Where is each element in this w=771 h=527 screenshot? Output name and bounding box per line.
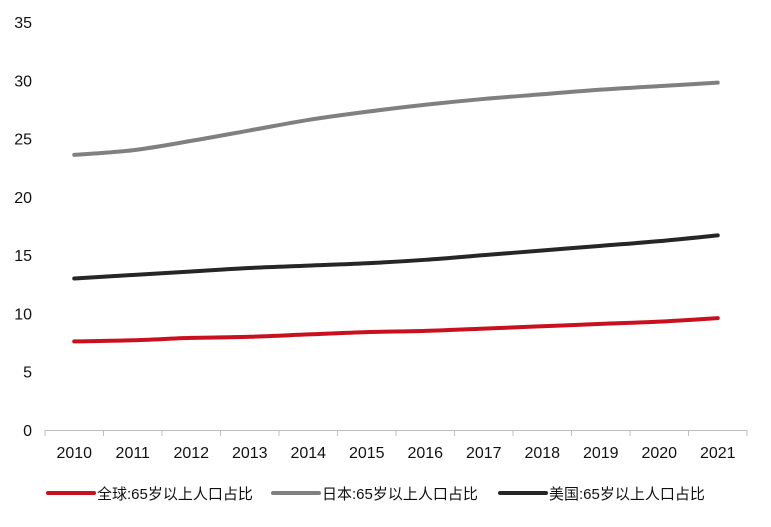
x-axis: 2010 2011 2012 2013 2014 2015 2016 2017 2018 2019… <box>44 430 748 462</box>
x-tick-label: 2017 <box>466 445 502 462</box>
x-tick-label: 2020 <box>641 445 677 462</box>
series-lines <box>72 80 720 344</box>
x-tick-label: 2010 <box>56 445 92 462</box>
legend-label: 美国:65岁以上人口占比 <box>549 486 705 503</box>
y-tick-label: 35 <box>14 15 32 32</box>
series-line-1 <box>72 80 720 157</box>
y-tick-label: 5 <box>23 365 32 382</box>
y-tick-label: 20 <box>14 190 32 207</box>
x-tick-label: 2018 <box>524 445 560 462</box>
x-tick-label: 2014 <box>290 445 326 462</box>
x-tick-label: 2013 <box>232 445 268 462</box>
x-tick-label: 2012 <box>173 445 209 462</box>
y-tick-label: 30 <box>14 73 32 90</box>
y-tick-label: 10 <box>14 306 32 323</box>
y-tick-label: 25 <box>14 132 32 149</box>
legend-label: 全球:65岁以上人口占比 <box>97 485 253 503</box>
y-tick-label: 15 <box>14 248 32 265</box>
x-tick-label: 2021 <box>700 445 736 462</box>
legend: 全球:65岁以上人口占比 日本:65岁以上人口占比 美国:65岁以上人口占比 <box>46 485 705 503</box>
x-tick-label: 2015 <box>349 445 385 462</box>
series-line-0 <box>72 316 720 344</box>
x-tick-label: 2019 <box>583 445 619 462</box>
y-axis-ticks: 0 5 10 15 20 25 30 35 <box>14 15 32 440</box>
y-tick-label: 0 <box>23 423 32 440</box>
legend-label: 日本:65岁以上人口占比 <box>322 486 478 503</box>
series-line-2 <box>72 233 720 281</box>
x-tick-label: 2016 <box>407 445 443 462</box>
x-tick-label: 2011 <box>116 445 151 462</box>
